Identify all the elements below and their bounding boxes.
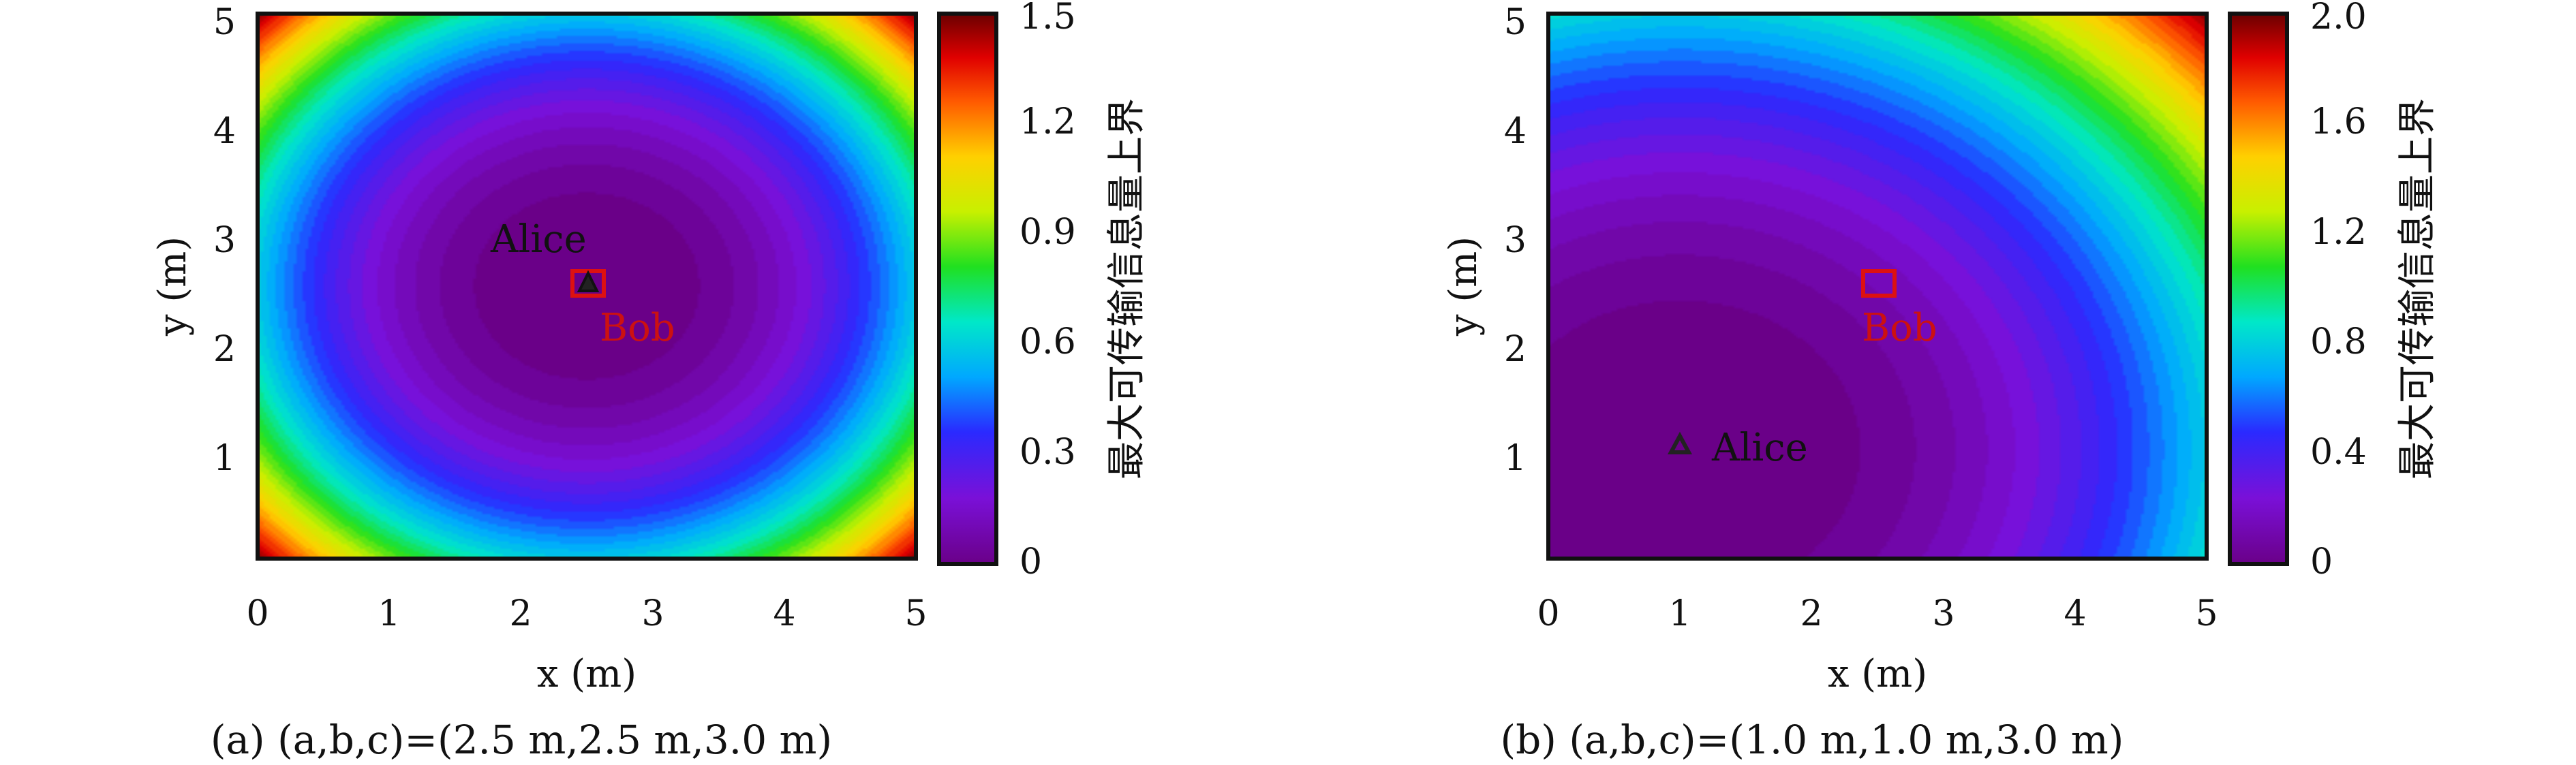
x-ticks-b: 0 1 2 3 4 5 <box>1537 593 2218 634</box>
x-tick-label: 3 <box>641 593 664 634</box>
alice-label-b: Alice <box>1711 426 1808 470</box>
y-tick-label: 2 <box>213 329 236 370</box>
y-tick-label: 4 <box>213 111 236 152</box>
colorbar-tick-label: 0 <box>2310 542 2333 582</box>
colorbar-tick-label: 1.6 <box>2310 102 2367 142</box>
x-tick-label: 2 <box>509 593 532 634</box>
x-axis-label-a: x (m) <box>537 652 637 696</box>
alice-label-a: Alice <box>490 217 587 262</box>
colorbar-tick-label: 0.9 <box>1019 212 1076 253</box>
bob-label-a: Bob <box>600 306 675 350</box>
y-tick-label: 5 <box>1504 2 1527 43</box>
panel-a: 1 2 3 4 5 0 1 2 3 4 5 x (m) y (m) Alice … <box>151 0 1149 763</box>
colorbar-tick-label: 0.3 <box>1019 432 1076 473</box>
y-tick-label: 1 <box>213 438 236 479</box>
x-tick-label: 3 <box>1932 593 1954 634</box>
colorbar-tick-label: 0.6 <box>1019 322 1076 362</box>
y-tick-label: 1 <box>1504 438 1527 479</box>
plot-frame-a <box>256 12 918 561</box>
colorbar-tick-label: 0.4 <box>2310 432 2367 473</box>
colorbar-label-b: 最大可传输信息量上界 <box>2395 98 2440 480</box>
x-tick-label: 0 <box>1537 593 1559 634</box>
x-tick-label: 2 <box>1800 593 1822 634</box>
y-tick-label: 2 <box>1504 329 1527 370</box>
heatmap-b <box>1548 14 2207 559</box>
y-axis-label-b: y (m) <box>1441 236 1486 337</box>
bob-label-b: Bob <box>1862 306 1937 350</box>
x-tick-label: 1 <box>378 593 400 634</box>
x-tick-label: 0 <box>246 593 269 634</box>
markers-a: Alice Bob <box>490 217 675 350</box>
y-axis-label-a: y (m) <box>151 236 195 337</box>
x-tick-label: 1 <box>1668 593 1691 634</box>
x-tick-label: 5 <box>2195 593 2218 634</box>
colorbar-tick-label: 0.8 <box>2310 322 2367 362</box>
alice-marker-a <box>577 270 600 292</box>
alice-marker-b <box>1667 431 1693 454</box>
markers-b: Alice Bob <box>1667 269 1937 470</box>
y-ticks-b: 1 2 3 4 5 <box>1504 2 1527 479</box>
colorbar-tick-label: 1.2 <box>2310 212 2367 253</box>
colorbar-tick-label: 0 <box>1019 542 1042 582</box>
colorbar-tick-label: 1.2 <box>1019 102 1076 142</box>
x-tick-label: 5 <box>904 593 927 634</box>
y-ticks-a: 1 2 3 4 5 <box>213 2 236 479</box>
x-axis-label-b: x (m) <box>1828 652 1927 696</box>
y-tick-label: 4 <box>1504 111 1527 152</box>
colorbar-a <box>937 12 998 566</box>
colorbar-label-a: 最大可传输信息量上界 <box>1105 98 1149 480</box>
colorbar-tick-label: 1.5 <box>1019 0 1076 37</box>
y-tick-label: 3 <box>213 220 236 261</box>
colorbar-b <box>2228 12 2289 566</box>
panel-b: 1 2 3 4 5 0 1 2 3 4 5 x (m) y (m) Alice … <box>1441 0 2440 763</box>
x-tick-label: 4 <box>773 593 795 634</box>
bob-marker-b <box>1861 269 1897 298</box>
colorbar-ticks-a: 0 0.3 0.6 0.9 1.2 1.5 <box>1019 0 1076 582</box>
y-tick-label: 3 <box>1504 220 1527 261</box>
y-tick-label: 5 <box>213 2 236 43</box>
colorbar-ticks-b: 0 0.4 0.8 1.2 1.6 2.0 <box>2310 0 2367 582</box>
caption-a: (a) (a,b,c)=(2.5 m,2.5 m,3.0 m) <box>211 717 832 763</box>
x-tick-label: 4 <box>2064 593 2086 634</box>
x-ticks-a: 0 1 2 3 4 5 <box>246 593 927 634</box>
caption-b: (b) (a,b,c)=(1.0 m,1.0 m,3.0 m) <box>1501 717 2124 763</box>
plot-frame-b <box>1546 12 2209 561</box>
colorbar-tick-label: 2.0 <box>2310 0 2367 37</box>
